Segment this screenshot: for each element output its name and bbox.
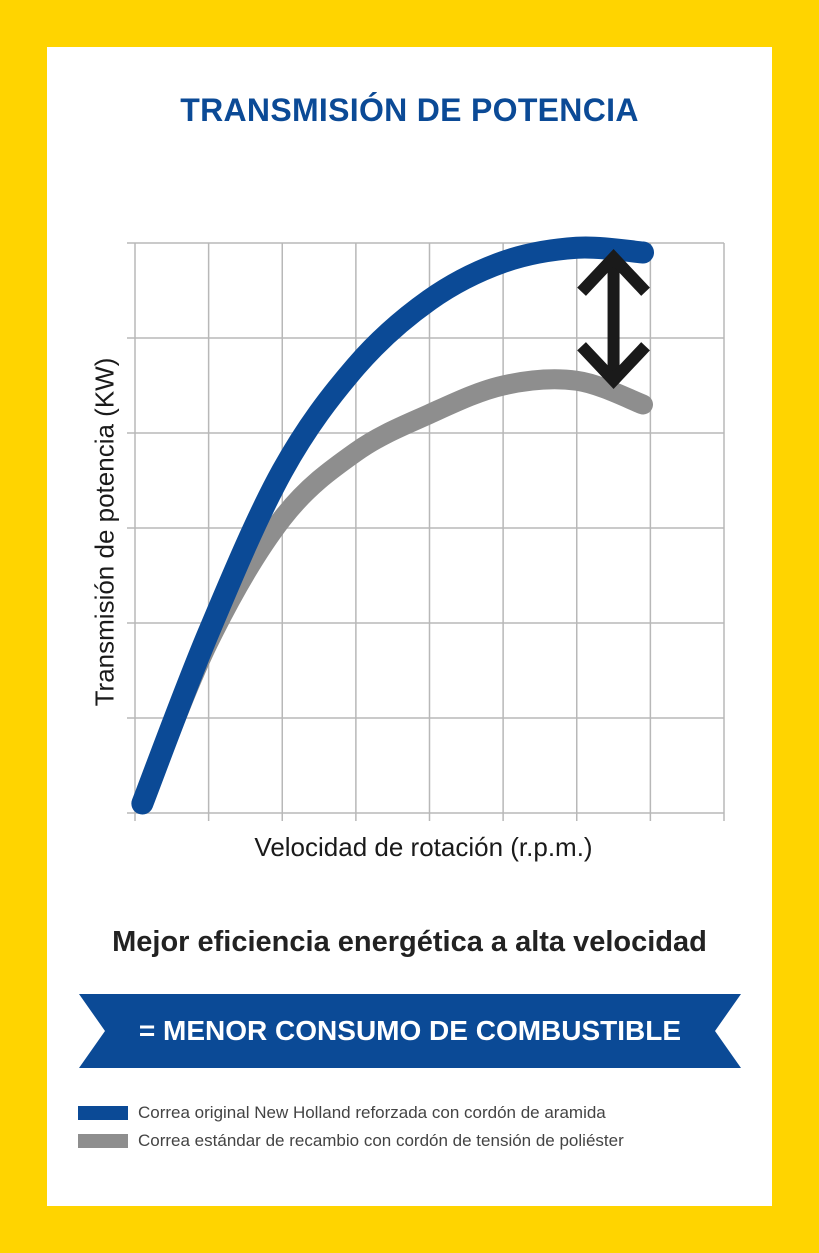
- series-line-blue: [131, 236, 655, 815]
- x-axis-label: Velocidad de rotación (r.p.m.): [254, 832, 593, 862]
- legend-item: Correa original New Holland reforzada co…: [78, 1099, 624, 1127]
- headline: Mejor eficiencia energética a alta veloc…: [112, 926, 707, 958]
- legend-label: Correa original New Holland reforzada co…: [138, 1103, 606, 1122]
- arrow-head-down: [577, 342, 650, 390]
- y-axis-label: Transmisión de potencia (KW): [89, 357, 120, 707]
- banner-text: = MENOR CONSUMO DE COMBUSTIBLE: [138, 1015, 682, 1046]
- legend-label: Correa estándar de recambio con cordón d…: [138, 1131, 624, 1150]
- legend: Correa original New Holland reforzada co…: [78, 1099, 624, 1155]
- arrow-head-up: [577, 248, 650, 296]
- legend-swatch: [78, 1106, 128, 1120]
- legend-item: Correa estándar de recambio con cordón d…: [78, 1127, 624, 1155]
- banner-ribbon: [79, 994, 741, 1068]
- legend-swatch: [78, 1134, 128, 1148]
- page-title: TRANSMISIÓN DE POTENCIA: [180, 92, 639, 128]
